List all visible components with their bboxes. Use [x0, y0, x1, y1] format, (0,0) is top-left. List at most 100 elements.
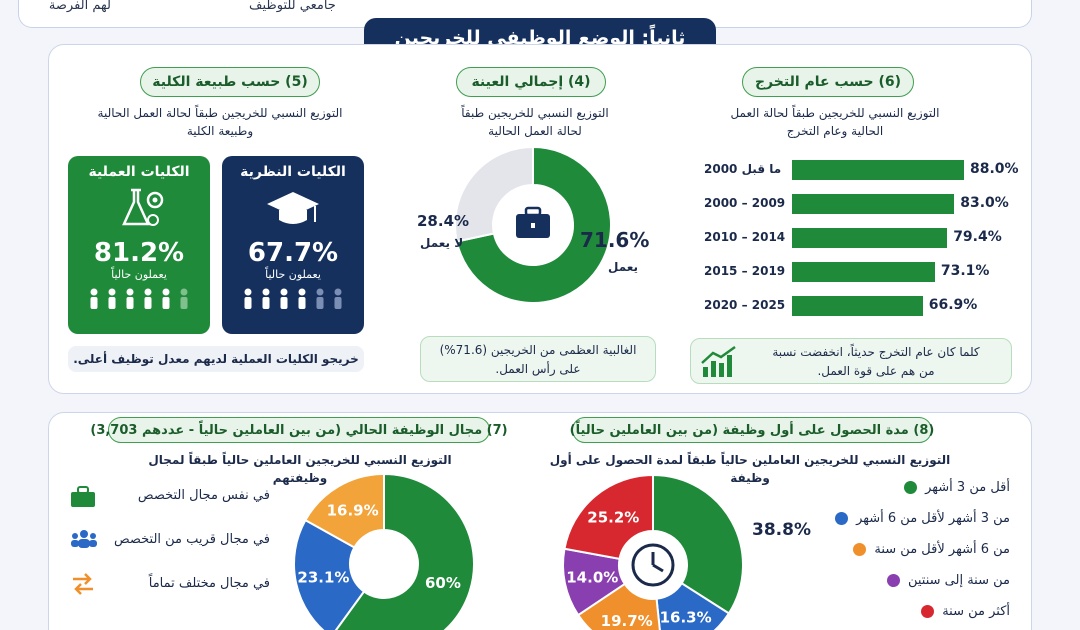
top-strip-right-text: لهم الفرصة — [48, 0, 111, 13]
slice-not-working — [454, 145, 534, 243]
p8-legend-item: من سنة إلى سنتين — [886, 573, 1010, 588]
bar-value-label: 79.4% — [953, 229, 1002, 245]
bar — [792, 160, 964, 180]
slice-label: 19.7% — [601, 612, 653, 630]
p6-note-line2: من هم على قوة العمل. — [817, 364, 935, 378]
slice-label: 25.2% — [587, 508, 639, 526]
slice-label: 16.9% — [327, 502, 379, 520]
p7-legend: في نفس مجال التخصص في مجال قريب من التخص… — [70, 484, 270, 604]
bar-value-label: 66.9% — [928, 297, 978, 313]
bar-value-label: 83.0% — [960, 195, 1009, 211]
bar-category-label: 2015 – 2019 — [704, 264, 786, 278]
bar-value-label: 73.1% — [940, 263, 990, 279]
clock-icon — [631, 543, 675, 587]
p8-legend: أقل من 3 أشهر من 3 أشهر لأقل من 6 أشهر من … — [800, 480, 1010, 630]
bar — [792, 262, 935, 282]
p8-legend-label: من 6 أشهر لأقل من سنة — [874, 542, 1010, 557]
bar-category-label: 2020 – 2025 — [704, 298, 786, 312]
growth-chart-icon — [701, 345, 736, 377]
p5-desc: التوزيع النسبي للخريجين طبقاً لحالة العم… — [70, 104, 370, 140]
users-group-icon — [71, 530, 97, 548]
legend-dot — [904, 481, 918, 494]
practical-value: 81.2% — [93, 238, 185, 268]
p8-desc: التوزيع النسبي للخريجين العاملين حالياً … — [549, 453, 951, 485]
p4-nowork-value: 28.4% — [417, 212, 470, 230]
p7-legend-item: في مجال مختلف تماماً — [149, 576, 270, 591]
p7-legend-label: في مجال قريب من التخصص — [113, 532, 270, 547]
p6-bar-chart: ما قبل 2000 88.0% 2000 – 2009 83.0% 2010 – 2… — [690, 152, 1030, 322]
p4-desc-line2: لحالة العمل الحالية — [488, 124, 582, 138]
p8-legend-label: من 3 أشهر لأقل من 6 أشهر — [856, 511, 1010, 526]
legend-dot — [835, 512, 849, 525]
top-strip-left-text: جامعي للتوظيف — [249, 0, 336, 13]
graduation-cap-icon — [267, 192, 319, 224]
p6-note: كلما كان عام التخرج حديثاً، انخفضت نسبة … — [690, 338, 1012, 384]
slice-different-field — [304, 472, 385, 549]
p4-donut — [454, 145, 612, 304]
legend-dot — [853, 543, 867, 556]
bar — [792, 296, 923, 316]
theoretical-title: الكليات النظرية — [240, 164, 346, 180]
p7-donut: 60% 23.1% 16.9% — [293, 472, 475, 630]
theoretical-card: الكليات النظرية 67.7% يعملون حالياً — [222, 156, 364, 334]
p4-note: الغالبية العظمى من الخريجين (71.6%) على … — [420, 336, 656, 382]
p4-work-value: 71.6% — [580, 228, 650, 252]
slice-label: 16.3% — [660, 609, 712, 627]
practical-sub: يعملون حالياً — [111, 268, 167, 281]
p8-donut: 16.3% 19.7% 14.0% 25.2% — [562, 473, 744, 630]
p5-desc-line2: وطبيعة الكلية — [186, 124, 254, 138]
p7-legend-item: في نفس مجال التخصص — [138, 488, 270, 503]
theoretical-value: 67.7% — [247, 238, 339, 268]
p4-note-line2: على رأس العمل. — [495, 362, 581, 376]
p5-note: خريجو الكليات العملية لديهم معدل توظيف أ… — [68, 346, 364, 372]
p8-legend-label: أقل من 3 أشهر — [925, 480, 1010, 495]
p6-desc-line2: الحالية وعام التخرج — [786, 124, 884, 138]
flask-gear-icon — [122, 188, 164, 226]
slice-label: 60% — [425, 574, 461, 592]
p8-legend-item: من 3 أشهر لأقل من 6 أشهر — [835, 511, 1010, 526]
people-icons-theoretical — [244, 288, 342, 309]
bar-category-label: ما قبل 2000 — [704, 162, 782, 176]
bar-category-label: 2010 – 2014 — [704, 230, 786, 244]
slice-label: 23.1% — [297, 568, 349, 586]
practical-title: الكليات العملية — [88, 164, 190, 180]
briefcase-icon — [516, 206, 550, 238]
p8-legend-item: أقل من 3 أشهر — [904, 480, 1010, 495]
slice-label: 14.0% — [566, 569, 618, 587]
p6-desc-line1: التوزيع النسبي للخريجين طبقاً لحالة العم… — [730, 106, 940, 120]
p6-pill: (6) حسب عام التخرج — [742, 67, 914, 97]
p7-legend-label: في مجال مختلف تماماً — [148, 576, 270, 591]
theoretical-sub: يعملون حالياً — [265, 268, 321, 281]
bar — [792, 228, 948, 248]
p6-desc: التوزيع النسبي للخريجين طبقاً لحالة العم… — [720, 104, 950, 140]
p7-desc: التوزيع النسبي للخريجين العاملين حالياً … — [148, 453, 452, 485]
bar-value-label: 88.0% — [970, 161, 1019, 177]
p4-work-label: يعمل — [608, 260, 639, 274]
p6-note-line1: كلما كان عام التخرج حديثاً، انخفضت نسبة — [772, 345, 980, 359]
p7-legend-item: في مجال قريب من التخصص — [114, 532, 270, 547]
briefcase-icon — [71, 486, 95, 507]
slice-same-field — [334, 472, 475, 630]
legend-dot — [921, 605, 935, 618]
p8-legend-item: أكثر من سنة — [921, 604, 1010, 619]
p8-legend-label: أكثر من سنة — [942, 604, 1010, 619]
p8-legend-item: من 6 أشهر لأقل من سنة — [853, 542, 1010, 557]
people-icons-practical — [90, 288, 188, 309]
legend-dot — [886, 574, 900, 587]
lower-panel — [48, 412, 1032, 630]
p4-note-line1: الغالبية العظمى من الخريجين (71.6%) — [439, 343, 637, 357]
p8-label-first: 38.8% — [752, 520, 811, 540]
p4-nowork-label: لا يعمل — [420, 236, 464, 250]
slice-related-field — [293, 518, 366, 630]
p4-pill: (4) إجمالي العينة — [456, 67, 606, 97]
slice-working — [455, 145, 612, 304]
p5-pill: (5) حسب طبيعة الكلية — [140, 67, 320, 97]
p5-desc-line1: التوزيع النسبي للخريجين طبقاً لحالة العم… — [97, 106, 343, 120]
p7-pill: (7) مجال الوظيفة الحالي (من بين العاملين… — [90, 417, 508, 443]
p8-legend-label: من سنة إلى سنتين — [907, 573, 1010, 588]
p4-desc: التوزيع النسبي للخريجين طبقاً لحالة العم… — [410, 104, 660, 140]
swap-arrows-icon — [73, 573, 93, 595]
p4-desc-line1: التوزيع النسبي للخريجين طبقاً — [461, 106, 609, 120]
p7-legend-label: في نفس مجال التخصص — [137, 488, 270, 503]
bar — [792, 194, 955, 214]
